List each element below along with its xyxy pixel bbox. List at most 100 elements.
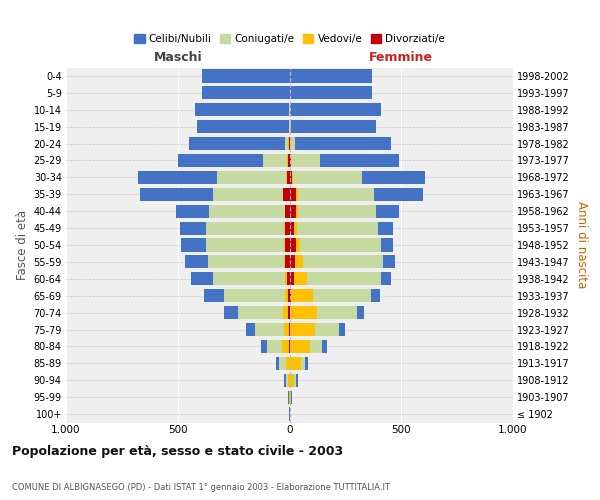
Bar <box>287 272 290 285</box>
Bar <box>340 323 345 336</box>
Bar <box>301 356 305 370</box>
Text: Femmine: Femmine <box>369 51 433 64</box>
Bar <box>290 256 295 268</box>
Bar <box>290 272 293 285</box>
Bar <box>289 323 290 336</box>
Bar <box>202 70 290 82</box>
Bar <box>140 188 213 201</box>
Bar <box>284 256 286 268</box>
Bar <box>295 137 391 150</box>
Bar <box>224 289 285 302</box>
Bar <box>358 306 364 319</box>
Bar <box>206 238 284 252</box>
Bar <box>290 204 296 218</box>
Bar <box>238 306 283 319</box>
Bar <box>205 289 224 302</box>
Bar <box>293 272 307 285</box>
Bar <box>320 154 398 167</box>
Bar <box>310 340 322 353</box>
Bar <box>290 289 313 302</box>
Bar <box>377 222 393 234</box>
Bar <box>284 222 285 234</box>
Bar <box>362 171 425 184</box>
Bar <box>285 137 289 150</box>
Bar <box>285 222 290 234</box>
Text: COMUNE DI ALBIGNASEGO (PD) - Dati ISTAT 1° gennaio 2003 - Elaborazione TUTTITALI: COMUNE DI ALBIGNASEGO (PD) - Dati ISTAT … <box>12 484 390 492</box>
Bar <box>255 323 284 336</box>
Bar <box>197 120 289 134</box>
Bar <box>287 154 289 167</box>
Bar <box>284 238 285 252</box>
Y-axis label: Anni di nascita: Anni di nascita <box>575 202 588 288</box>
Bar <box>290 356 301 370</box>
Bar <box>296 238 300 252</box>
Bar <box>283 306 289 319</box>
Bar <box>289 120 290 134</box>
Bar <box>290 222 295 234</box>
Bar <box>283 188 290 201</box>
Bar <box>267 340 283 353</box>
Bar <box>287 171 290 184</box>
Bar <box>280 356 286 370</box>
Bar <box>294 374 296 387</box>
Bar <box>298 188 374 201</box>
Bar <box>300 238 380 252</box>
Bar <box>284 374 286 387</box>
Bar <box>176 204 209 218</box>
Bar <box>298 204 376 218</box>
Bar <box>284 323 289 336</box>
Bar <box>286 204 290 218</box>
Bar <box>290 86 372 100</box>
Bar <box>289 374 290 387</box>
Bar <box>261 340 267 353</box>
Bar <box>295 222 297 234</box>
Bar <box>213 272 284 285</box>
Bar <box>374 188 423 201</box>
Bar <box>293 171 362 184</box>
Bar <box>296 374 298 387</box>
Bar <box>288 289 290 302</box>
Bar <box>317 306 358 319</box>
Bar <box>276 356 280 370</box>
Bar <box>178 154 263 167</box>
Bar <box>380 272 391 285</box>
Bar <box>206 222 284 234</box>
Text: Popolazione per età, sesso e stato civile - 2003: Popolazione per età, sesso e stato civil… <box>12 444 343 458</box>
Bar <box>196 103 289 117</box>
Y-axis label: Fasce di età: Fasce di età <box>16 210 29 280</box>
Bar <box>290 137 295 150</box>
Bar <box>181 238 206 252</box>
Bar <box>290 238 296 252</box>
Bar <box>303 256 383 268</box>
Bar <box>289 154 290 167</box>
Bar <box>285 289 288 302</box>
Bar <box>383 256 395 268</box>
Bar <box>290 120 376 134</box>
Bar <box>291 390 292 404</box>
Bar <box>290 323 315 336</box>
Bar <box>191 272 213 285</box>
Bar <box>138 171 217 184</box>
Bar <box>290 103 382 117</box>
Bar <box>371 289 380 302</box>
Bar <box>313 289 371 302</box>
Bar <box>315 323 340 336</box>
Text: Maschi: Maschi <box>154 51 202 64</box>
Bar <box>380 238 393 252</box>
Bar <box>296 188 298 201</box>
Bar <box>290 70 372 82</box>
Bar <box>209 204 285 218</box>
Bar <box>290 306 317 319</box>
Bar <box>286 256 290 268</box>
Bar <box>289 306 290 319</box>
Bar <box>286 356 290 370</box>
Bar <box>297 222 377 234</box>
Bar <box>322 340 327 353</box>
Bar <box>290 171 292 184</box>
Bar <box>185 256 208 268</box>
Bar <box>189 137 285 150</box>
Bar <box>292 171 293 184</box>
Bar <box>217 171 286 184</box>
Bar <box>288 390 289 404</box>
Bar <box>284 272 287 285</box>
